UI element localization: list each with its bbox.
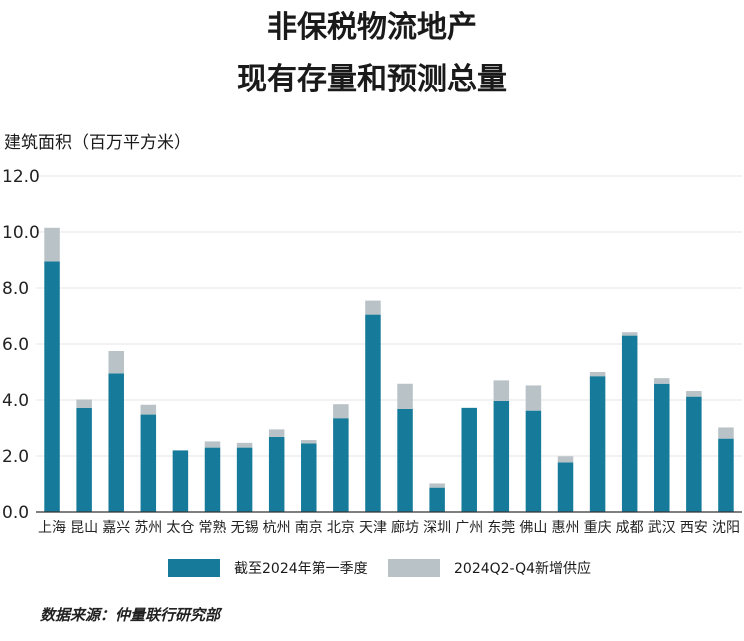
bar-new-supply xyxy=(236,442,253,448)
bar-existing xyxy=(686,396,702,512)
x-tick-label: 上海 xyxy=(38,520,66,536)
bar-existing xyxy=(301,443,317,512)
bar-existing xyxy=(365,314,381,512)
x-tick-label: 重庆 xyxy=(584,520,612,536)
x-tick-label: 廊坊 xyxy=(391,519,419,536)
legend-label-existing: 截至2024年第一季度 xyxy=(234,561,368,577)
bar-existing xyxy=(76,407,92,512)
x-tick-label: 太仓 xyxy=(166,520,194,536)
legend-label-new-supply: 2024Q2-Q4新增供应 xyxy=(454,561,592,577)
bar-new-supply xyxy=(108,351,124,374)
bar-existing xyxy=(44,261,60,512)
bar-new-supply xyxy=(333,404,349,419)
data-source-note: 数据来源：仲量联行研究部 xyxy=(40,606,221,624)
x-tick-label: 天津 xyxy=(359,520,387,536)
bar-existing xyxy=(718,438,734,512)
x-tick-label: 无锡 xyxy=(231,520,259,536)
bar-existing xyxy=(204,447,221,512)
y-tick-label: 12.0 xyxy=(2,167,40,187)
legend-swatch-existing xyxy=(168,559,220,577)
bar-existing xyxy=(557,462,574,512)
bar-new-supply xyxy=(268,429,285,437)
x-tick-label: 嘉兴 xyxy=(102,520,130,536)
legend-swatch-new-supply xyxy=(388,559,440,577)
bar-existing xyxy=(654,383,670,512)
y-tick-label: 2.0 xyxy=(2,447,29,467)
x-tick-label: 深圳 xyxy=(423,520,451,536)
bar-existing xyxy=(140,414,157,512)
bar-new-supply xyxy=(493,380,510,401)
bar-new-supply xyxy=(589,372,606,377)
y-tick-label: 4.0 xyxy=(2,391,29,411)
y-tick-label: 8.0 xyxy=(2,279,29,299)
bar-existing xyxy=(236,447,253,512)
bar-new-supply xyxy=(718,427,734,439)
x-tick-label: 广州 xyxy=(455,520,483,536)
bar-new-supply xyxy=(397,383,413,409)
x-tick-label: 北京 xyxy=(327,520,355,536)
bar-new-supply xyxy=(429,483,445,488)
y-tick-label: 10.0 xyxy=(2,223,40,243)
bar-existing xyxy=(461,407,477,512)
x-tick-label: 常熟 xyxy=(199,520,227,536)
bar-new-supply xyxy=(44,227,60,262)
x-tick-label: 杭州 xyxy=(263,520,291,536)
legend: 截至2024年第一季度 2024Q2-Q4新增供应 xyxy=(0,556,744,580)
bar-existing xyxy=(525,410,542,512)
bar-new-supply xyxy=(365,300,381,315)
chart-title-line-2: 现有存量和预测总量 xyxy=(237,62,507,97)
y-tick-label: 6.0 xyxy=(2,335,29,355)
bar-existing xyxy=(397,408,413,512)
y-tick-label: 0.0 xyxy=(2,503,29,523)
bar-existing xyxy=(621,335,638,512)
bar-existing xyxy=(108,373,124,512)
bar-new-supply xyxy=(686,391,702,397)
x-tick-label: 昆山 xyxy=(70,520,98,536)
x-tick-label: 东莞 xyxy=(487,520,515,536)
bar-new-supply xyxy=(557,456,574,463)
stacked-bar-chart: 0.0 2.0 4.0 6.0 8.0 10.0 12.0 上海 昆山 嘉兴 苏州 太仓 常熟 无锡 杭州南… xyxy=(2,167,742,536)
bar-new-supply xyxy=(654,378,670,384)
x-tick-label: 惠州 xyxy=(552,520,580,536)
bar-existing xyxy=(429,487,445,512)
x-tick-label: 沈阳 xyxy=(712,520,740,536)
x-tick-label: 苏州 xyxy=(134,520,162,536)
bar-new-supply xyxy=(301,440,317,444)
bar-existing xyxy=(493,400,510,512)
x-tick-label: 成都 xyxy=(616,520,644,536)
x-tick-label: 武汉 xyxy=(648,520,676,536)
y-axis-label: 建筑面积（百万平方米） xyxy=(4,133,191,153)
bar-new-supply xyxy=(621,332,638,336)
bar-new-supply xyxy=(525,385,542,411)
x-tick-label: 南京 xyxy=(295,520,323,536)
bar-new-supply xyxy=(140,404,157,415)
x-tick-label: 西安 xyxy=(680,520,708,536)
bar-new-supply xyxy=(204,441,221,448)
bar-existing xyxy=(333,418,349,512)
bar-existing xyxy=(268,436,285,512)
bar-existing xyxy=(172,450,189,512)
bar-new-supply xyxy=(76,399,92,408)
bar-existing xyxy=(589,376,606,512)
chart-title-line-1: 非保税物流地产 xyxy=(267,10,477,45)
x-tick-label: 佛山 xyxy=(519,520,547,536)
